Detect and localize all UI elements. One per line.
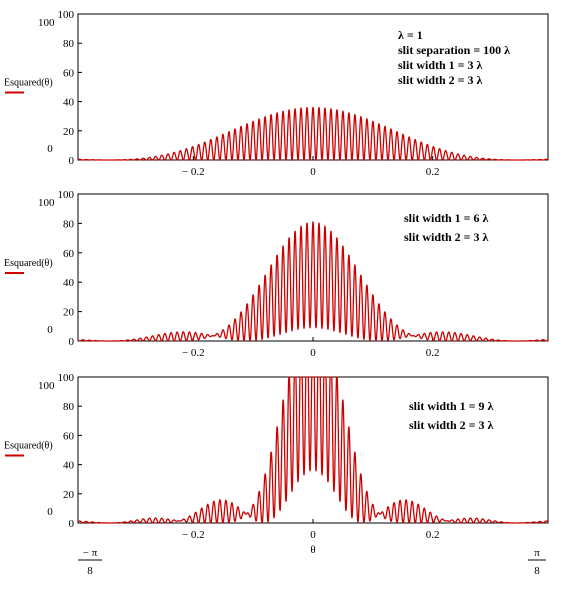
y-tick-label: 20 — [63, 307, 75, 319]
y-axis-label: Esquared(θ) — [4, 78, 53, 89]
y-axis-label: Esquared(θ) — [4, 441, 53, 452]
y-tick-label: 40 — [63, 97, 75, 109]
x-tick-label: 0 — [310, 166, 316, 178]
y-zero-label: 0 — [47, 324, 53, 336]
x-axis-footer: θ − π 8 π 8 — [78, 544, 546, 577]
y-tick-label: 40 — [63, 460, 75, 472]
x-max-numerator: π — [534, 547, 540, 559]
y-tick-label: 100 — [58, 372, 75, 384]
annotation: λ = 1 — [398, 28, 423, 42]
y-zero-label: 0 — [47, 143, 53, 155]
annotation: slit width 2 = 3 λ — [404, 230, 489, 244]
series-line — [77, 221, 549, 342]
y-tick-label: 80 — [63, 401, 75, 413]
x-tick-label: 0.2 — [426, 347, 440, 359]
y-tick-label: 80 — [63, 218, 75, 230]
x-axis-label: θ — [310, 544, 315, 556]
y-zero-label: 0 — [47, 506, 53, 518]
annotation: slit separation = 100 λ — [398, 43, 510, 57]
x-tick-label: 0.2 — [426, 166, 440, 178]
annotation: slit width 2 = 3 λ — [409, 418, 494, 432]
x-tick-label: 0 — [310, 347, 316, 359]
x-tick-label: − 0.2 — [182, 166, 205, 178]
x-tick-label: 0 — [310, 529, 316, 541]
y-max-label: 100 — [38, 17, 55, 29]
annotation: slit width 1 = 9 λ — [409, 399, 494, 413]
y-tick-label: 20 — [63, 126, 75, 138]
x-max-denominator: 8 — [534, 565, 540, 577]
y-tick-label: 60 — [63, 248, 75, 260]
x-tick-label: 0.2 — [426, 529, 440, 541]
y-tick-label: 100 — [58, 189, 75, 201]
y-tick-label: 0 — [69, 336, 75, 348]
y-tick-label: 80 — [63, 38, 75, 50]
annotation: slit width 1 = 6 λ — [404, 211, 489, 225]
y-tick-label: 60 — [63, 67, 75, 79]
plot-frame — [77, 13, 549, 161]
series-line — [77, 106, 549, 161]
y-axis-label: Esquared(θ) — [4, 258, 53, 269]
y-max-label: 100 — [38, 380, 55, 392]
annotation: slit width 1 = 3 λ — [398, 58, 483, 72]
y-tick-label: 60 — [63, 430, 75, 442]
y-tick-label: 40 — [63, 277, 75, 289]
x-tick-label: − 0.2 — [182, 347, 205, 359]
x-tick-label: − 0.2 — [182, 529, 205, 541]
y-tick-label: 0 — [69, 518, 75, 530]
x-min-denominator: 8 — [87, 565, 93, 577]
y-tick-label: 0 — [69, 155, 75, 167]
y-max-label: 100 — [38, 197, 55, 209]
y-tick-label: 100 — [58, 9, 75, 21]
x-min-numerator: − π — [83, 547, 98, 559]
annotation: slit width 2 = 3 λ — [398, 73, 483, 87]
series-line — [77, 376, 549, 524]
y-tick-label: 20 — [63, 489, 75, 501]
